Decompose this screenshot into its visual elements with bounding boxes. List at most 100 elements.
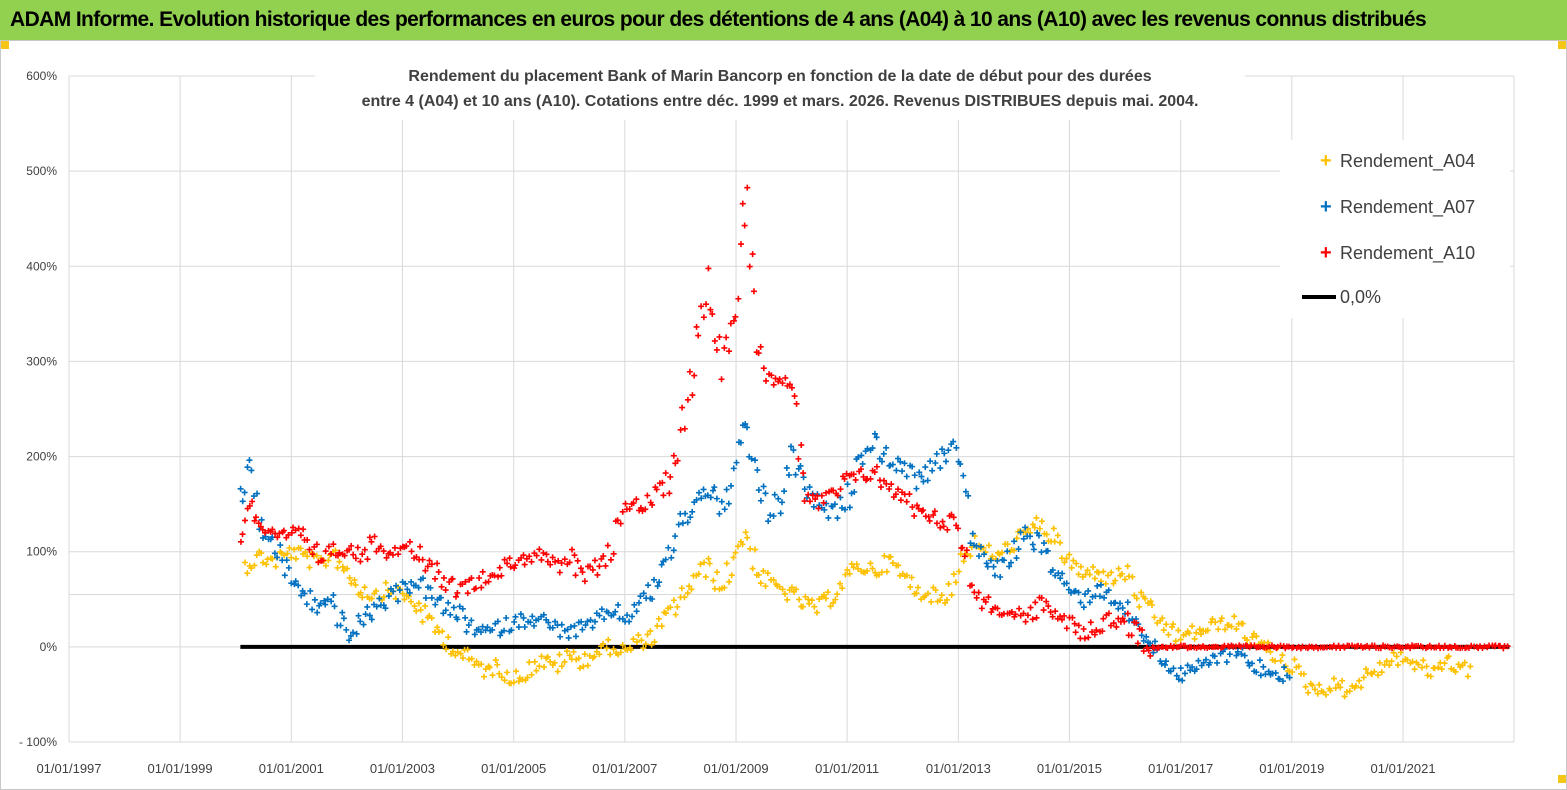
data-point (1164, 644, 1171, 651)
data-point (348, 542, 355, 549)
data-point (1063, 555, 1070, 562)
data-point (718, 376, 725, 383)
data-point (827, 603, 834, 610)
data-point (1033, 514, 1040, 521)
data-point (1020, 610, 1027, 617)
data-point (903, 473, 910, 480)
data-point (810, 503, 817, 510)
data-point (428, 561, 435, 568)
data-point (950, 438, 957, 445)
data-point (990, 563, 997, 570)
data-point (967, 540, 974, 547)
data-point (457, 650, 464, 657)
data-point (237, 538, 244, 545)
data-point (718, 498, 725, 505)
data-point (1043, 598, 1050, 605)
data-point (1322, 691, 1329, 698)
data-point (1169, 623, 1175, 630)
data-point (784, 596, 791, 603)
data-point (426, 557, 433, 564)
data-point (924, 477, 931, 484)
y-tick-label: 500% (26, 164, 57, 178)
data-point (346, 546, 353, 553)
data-point (654, 583, 661, 590)
data-point (707, 306, 714, 313)
data-point (932, 587, 939, 594)
data-point (762, 377, 769, 384)
data-point (1233, 626, 1240, 633)
data-point (1036, 525, 1043, 532)
data-point (364, 556, 371, 563)
data-point (1211, 653, 1218, 660)
data-point (1142, 595, 1149, 602)
data-point (440, 641, 447, 648)
data-point (1081, 635, 1088, 642)
data-point (887, 553, 894, 560)
data-point (1186, 630, 1193, 637)
data-point (1461, 659, 1468, 666)
data-point (635, 599, 642, 606)
data-point (1187, 667, 1194, 674)
data-point (464, 646, 471, 653)
data-point (432, 601, 439, 608)
data-point (600, 553, 607, 560)
data-point (300, 526, 307, 533)
data-point (651, 638, 658, 645)
data-point (406, 538, 413, 545)
data-point (907, 584, 914, 591)
data-point (491, 572, 498, 579)
data-point (837, 486, 844, 493)
top-left-corner-mark (1, 41, 9, 49)
data-point (517, 611, 524, 618)
y-tick-label: 600% (26, 69, 57, 83)
data-point (459, 581, 466, 588)
data-point (889, 560, 896, 567)
data-point (617, 520, 624, 527)
data-point (716, 510, 723, 517)
data-point (1038, 594, 1045, 601)
data-point (498, 674, 505, 681)
data-point (547, 658, 554, 665)
data-point (427, 584, 434, 591)
data-point (501, 556, 508, 563)
data-point (1214, 659, 1221, 666)
data-point (274, 554, 281, 561)
data-point (291, 581, 298, 588)
data-point (1173, 672, 1180, 679)
data-point (434, 560, 441, 567)
data-point (456, 603, 463, 610)
data-point (258, 550, 265, 557)
series-rendement-a07 (237, 420, 1293, 685)
data-point (570, 648, 577, 655)
data-point (614, 517, 621, 524)
data-point (883, 444, 890, 451)
data-point (939, 446, 946, 453)
data-point (531, 622, 538, 629)
data-point (1080, 626, 1087, 633)
data-point (1249, 660, 1256, 667)
data-point (944, 596, 951, 603)
data-point (484, 624, 491, 631)
data-point (1340, 643, 1347, 650)
data-point (809, 597, 816, 604)
data-point (368, 538, 375, 545)
data-point (1047, 609, 1054, 616)
data-point (953, 522, 960, 529)
data-point (352, 555, 359, 562)
data-point (558, 560, 565, 567)
data-point (520, 614, 527, 621)
data-point (1179, 677, 1186, 684)
data-point (254, 490, 261, 497)
data-point (796, 596, 803, 603)
data-point (656, 579, 663, 586)
data-point (579, 626, 586, 633)
data-point (734, 543, 741, 550)
data-point (991, 572, 998, 579)
data-point (695, 489, 702, 496)
data-point (735, 295, 742, 302)
data-point (281, 552, 288, 559)
data-point (343, 626, 350, 633)
data-point (929, 467, 936, 474)
data-point (741, 222, 748, 229)
data-point (1145, 647, 1152, 654)
